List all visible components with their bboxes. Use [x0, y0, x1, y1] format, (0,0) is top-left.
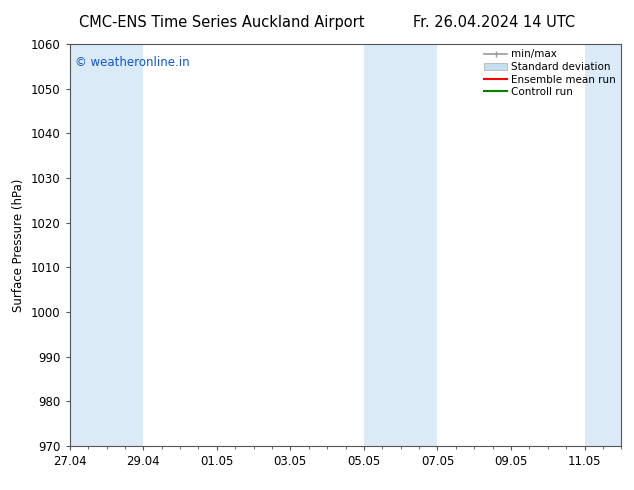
- Text: CMC-ENS Time Series Auckland Airport: CMC-ENS Time Series Auckland Airport: [79, 15, 365, 30]
- Y-axis label: Surface Pressure (hPa): Surface Pressure (hPa): [13, 178, 25, 312]
- Text: © weatheronline.in: © weatheronline.in: [75, 56, 190, 69]
- Bar: [364, 44, 437, 446]
- Text: Fr. 26.04.2024 14 UTC: Fr. 26.04.2024 14 UTC: [413, 15, 576, 30]
- Bar: [585, 44, 621, 446]
- Legend: min/max, Standard deviation, Ensemble mean run, Controll run: min/max, Standard deviation, Ensemble me…: [482, 47, 618, 99]
- Bar: [70, 44, 143, 446]
